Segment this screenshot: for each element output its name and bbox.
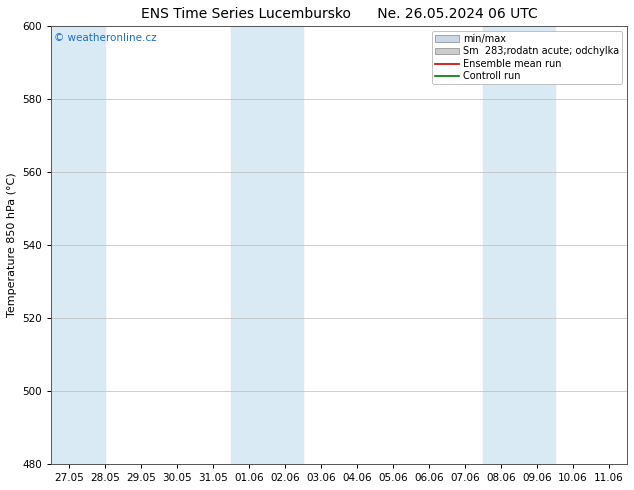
Legend: min/max, Sm  283;rodatn acute; odchylka, Ensemble mean run, Controll run: min/max, Sm 283;rodatn acute; odchylka, … (432, 31, 622, 84)
Bar (231, 26, 303, 464)
Bar (483, 26, 555, 464)
Text: © weatheronline.cz: © weatheronline.cz (54, 33, 157, 43)
Bar (51, 26, 105, 464)
Title: ENS Time Series Lucembursko      Ne. 26.05.2024 06 UTC: ENS Time Series Lucembursko Ne. 26.05.20… (141, 7, 538, 21)
Y-axis label: Temperature 850 hPa (°C): Temperature 850 hPa (°C) (7, 173, 17, 318)
